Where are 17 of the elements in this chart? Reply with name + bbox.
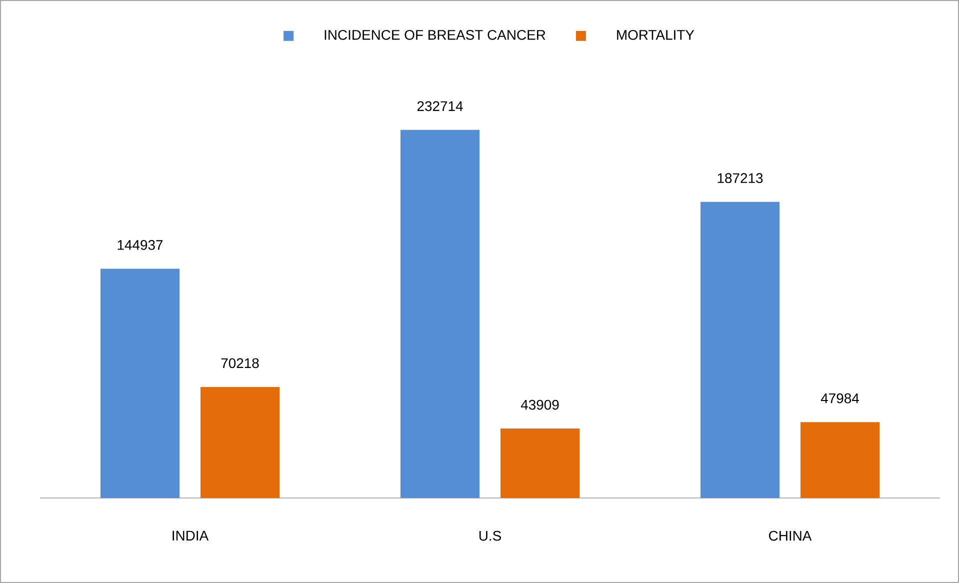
bar bbox=[500, 428, 580, 498]
x-tick-label: U.S bbox=[479, 530, 501, 541]
data-label: 47984 bbox=[820, 393, 859, 404]
bar bbox=[700, 202, 780, 498]
bar bbox=[200, 386, 280, 498]
data-label: 187213 bbox=[718, 173, 763, 184]
data-label: 144937 bbox=[118, 240, 163, 250]
data-label: 232714 bbox=[417, 101, 463, 112]
bar bbox=[800, 422, 880, 498]
legend-label: INCIDENCE OF BREAST CANCER bbox=[324, 30, 546, 40]
bar bbox=[100, 268, 180, 498]
bar bbox=[400, 130, 480, 498]
data-label: 70218 bbox=[221, 358, 259, 368]
data-label: 43909 bbox=[520, 400, 559, 410]
x-tick-label: INDIA bbox=[172, 530, 209, 540]
legend-label: MORTALITY bbox=[617, 30, 694, 40]
x-tick-label: CHINA bbox=[769, 530, 812, 541]
